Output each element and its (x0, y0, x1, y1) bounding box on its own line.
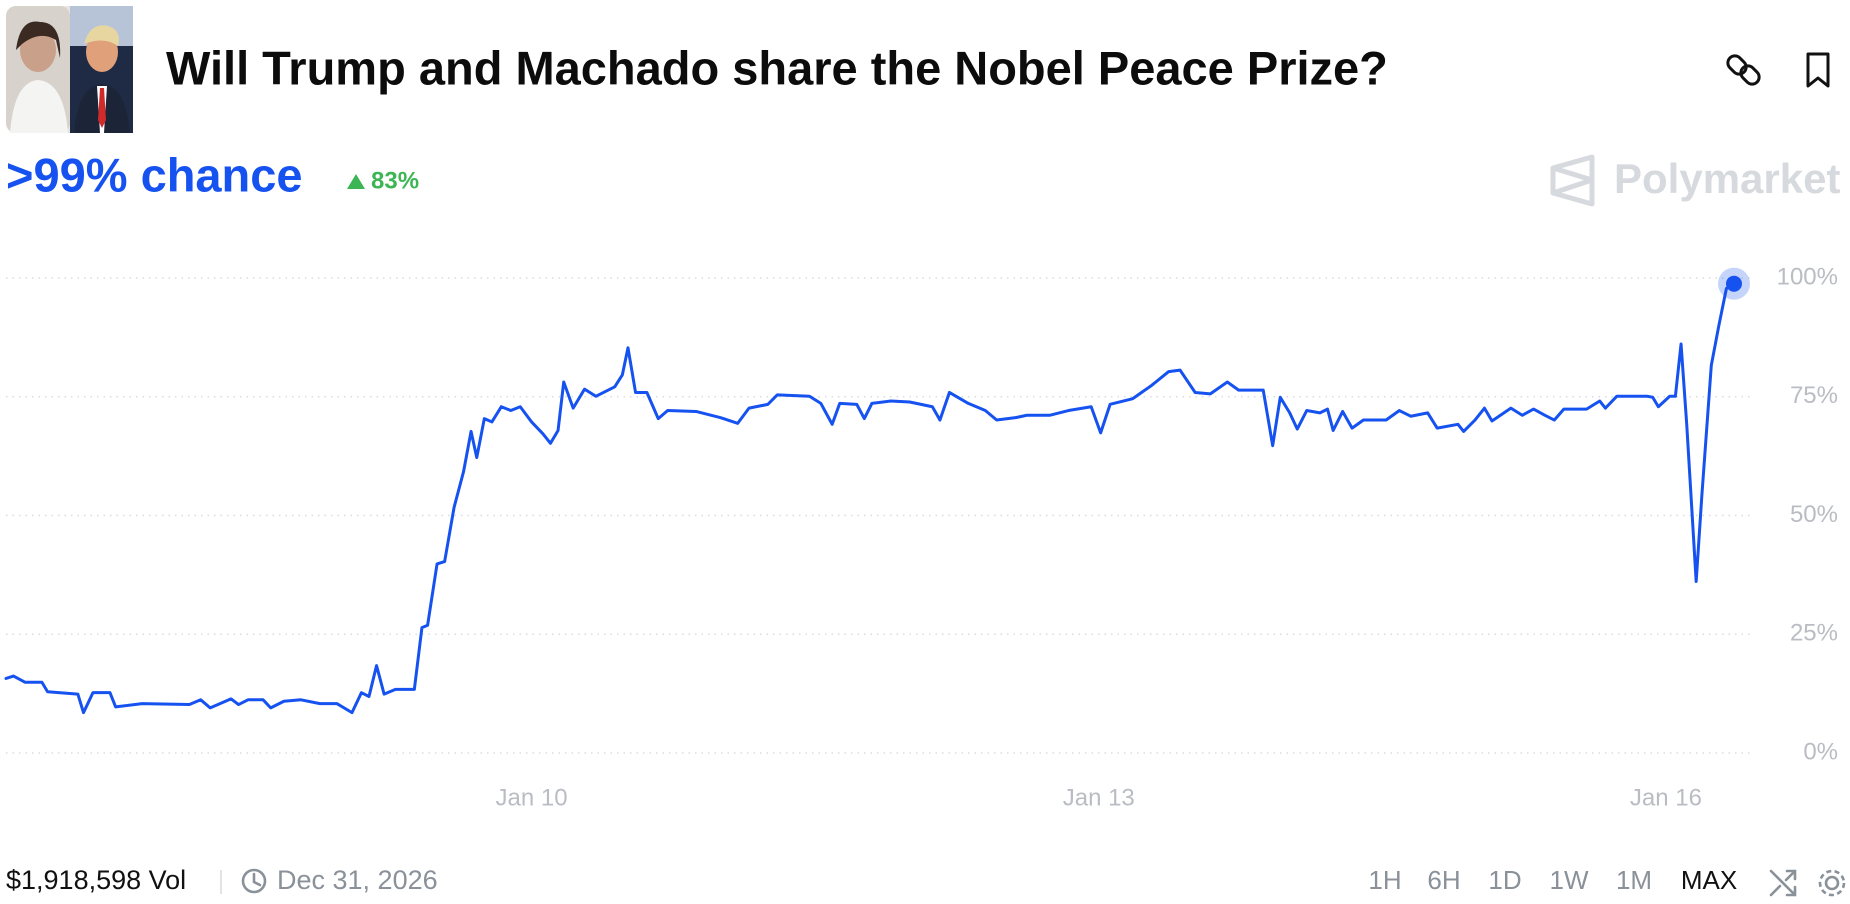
bookmark-button[interactable] (1806, 52, 1830, 88)
range-button[interactable]: MAX (1681, 865, 1737, 895)
change-arrow (347, 174, 365, 189)
y-tick-label: 75% (1790, 382, 1838, 409)
y-tick-label: 25% (1790, 620, 1838, 647)
brand-name: Polymarket (1614, 155, 1840, 202)
range-buttons: 1H 6H 1D 1W 1M MAX (1368, 865, 1737, 895)
y-tick-label: 0% (1803, 738, 1838, 765)
range-button[interactable]: 1W (1550, 865, 1589, 895)
range-button[interactable]: 6H (1427, 865, 1460, 895)
settings-button[interactable] (1818, 869, 1846, 897)
headline-chance: >99% chance (6, 148, 303, 201)
range-button[interactable]: 1H (1368, 865, 1401, 895)
range-button[interactable]: 1M (1616, 865, 1652, 895)
x-tick-label: Jan 10 (496, 784, 568, 811)
volume: $1,918,598 Vol (6, 865, 186, 895)
last-point (1725, 275, 1742, 292)
clock-icon (241, 868, 267, 894)
price-line (4, 282, 1736, 715)
shuffle-button[interactable] (1769, 869, 1797, 897)
end-date: Dec 31, 2026 (277, 865, 438, 895)
plot-area: 0% 25% 50% 75% 100% Jan 10 Jan 13 Jan 16 (4, 263, 1838, 811)
market-thumbnail (6, 6, 133, 133)
market-title: Will Trump and Machado share the Nobel P… (166, 41, 1388, 94)
change-value: 83% (371, 167, 419, 194)
range-button[interactable]: 1D (1488, 865, 1521, 895)
y-tick-label: 100% (1777, 263, 1838, 290)
copy-link-button[interactable] (1725, 53, 1762, 87)
x-tick-label: Jan 13 (1063, 784, 1135, 811)
brand-logo (1550, 154, 1595, 207)
x-tick-label: Jan 16 (1630, 784, 1702, 811)
y-tick-label: 50% (1790, 501, 1838, 528)
